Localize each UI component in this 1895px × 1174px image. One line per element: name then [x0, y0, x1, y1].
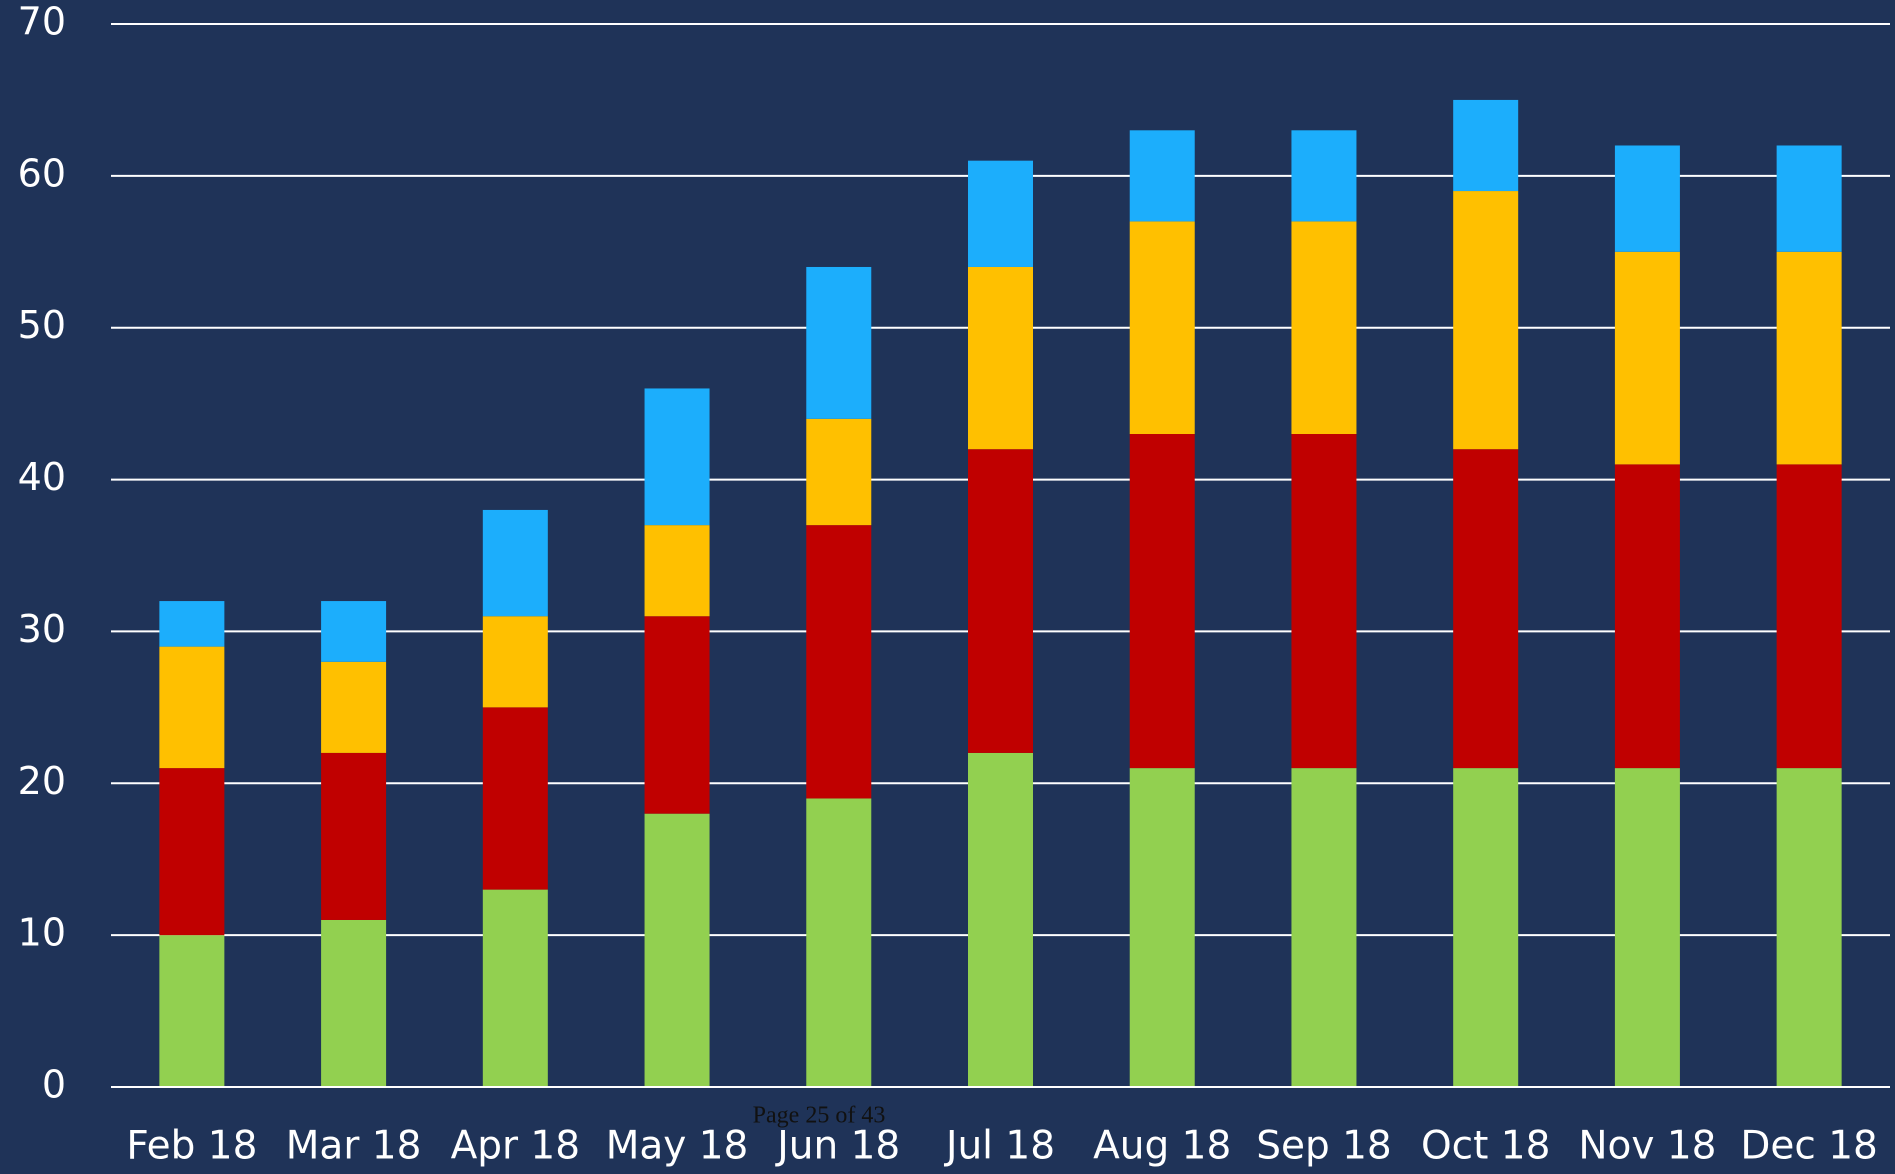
bar-segment — [1453, 99, 1519, 192]
x-tick-label: Sep 18 — [1256, 1124, 1392, 1169]
y-tick-label: 30 — [18, 607, 66, 651]
bar-segment — [321, 919, 387, 1087]
bar-segment — [1453, 768, 1519, 1087]
bar-segment — [806, 266, 872, 419]
bar-segment — [1129, 221, 1195, 435]
page-note: Page 25 of 43 — [753, 1103, 886, 1129]
bar-segment — [482, 509, 548, 617]
bar-segment — [321, 752, 387, 920]
bar-segment — [806, 798, 872, 1087]
y-tick-label: 20 — [18, 759, 66, 803]
bar-segment — [1291, 130, 1357, 222]
x-tick-label: Apr 18 — [451, 1124, 581, 1169]
bar-segment — [159, 935, 225, 1087]
bar-segment — [482, 616, 548, 708]
y-tick-label: 40 — [18, 455, 66, 499]
x-tick-label: Mar 18 — [286, 1124, 422, 1169]
x-tick-label: May 18 — [606, 1124, 749, 1169]
bar-segment — [1129, 130, 1195, 222]
bar-segment — [482, 707, 548, 890]
bar-segment — [1453, 191, 1519, 450]
bar-segment — [968, 266, 1033, 450]
bar-segment — [644, 616, 710, 814]
y-tick-label: 10 — [18, 911, 66, 955]
x-tick-label: Dec 18 — [1740, 1124, 1878, 1169]
x-tick-label: Feb 18 — [126, 1124, 257, 1169]
bar-segment — [1776, 768, 1842, 1087]
bar-segment — [1291, 221, 1357, 435]
bar-segment — [968, 160, 1033, 267]
bar-segment — [1776, 145, 1842, 252]
bar-segment — [1614, 251, 1680, 465]
bar-segment — [806, 418, 872, 526]
bar-segment — [1614, 464, 1680, 769]
y-tick-label: 70 — [18, 0, 66, 44]
bar-segment — [321, 661, 387, 753]
bar-segment — [482, 889, 548, 1087]
bar-segment — [1776, 464, 1842, 769]
bar-segment — [1129, 768, 1195, 1087]
bar-segment — [159, 768, 225, 936]
x-tick-label: Jul 18 — [943, 1124, 1055, 1169]
y-tick-label: 50 — [18, 303, 66, 347]
bar-segment — [1453, 449, 1519, 769]
bar-segment — [644, 813, 710, 1087]
bar-segment — [968, 449, 1033, 753]
y-tick-label: 0 — [42, 1063, 66, 1107]
bar-segment — [644, 525, 710, 617]
x-tick-label: Nov 18 — [1578, 1124, 1716, 1169]
x-tick-label: Jun 18 — [774, 1124, 900, 1169]
bar-segment — [1291, 768, 1357, 1087]
bar-segment — [1776, 251, 1842, 465]
bar-segment — [1614, 145, 1680, 252]
bar-segment — [968, 752, 1033, 1087]
bar-segment — [806, 525, 872, 799]
bar-segment — [1291, 434, 1357, 769]
bar-segment — [1614, 768, 1680, 1087]
x-tick-label: Aug 18 — [1093, 1124, 1231, 1169]
bar-segment — [159, 646, 225, 769]
x-tick-label: Oct 18 — [1421, 1124, 1550, 1169]
bar-segment — [1129, 434, 1195, 769]
bar-segment — [321, 601, 387, 662]
y-tick-label: 60 — [18, 151, 66, 195]
bar-segment — [644, 388, 710, 526]
bar-segment — [159, 601, 225, 647]
